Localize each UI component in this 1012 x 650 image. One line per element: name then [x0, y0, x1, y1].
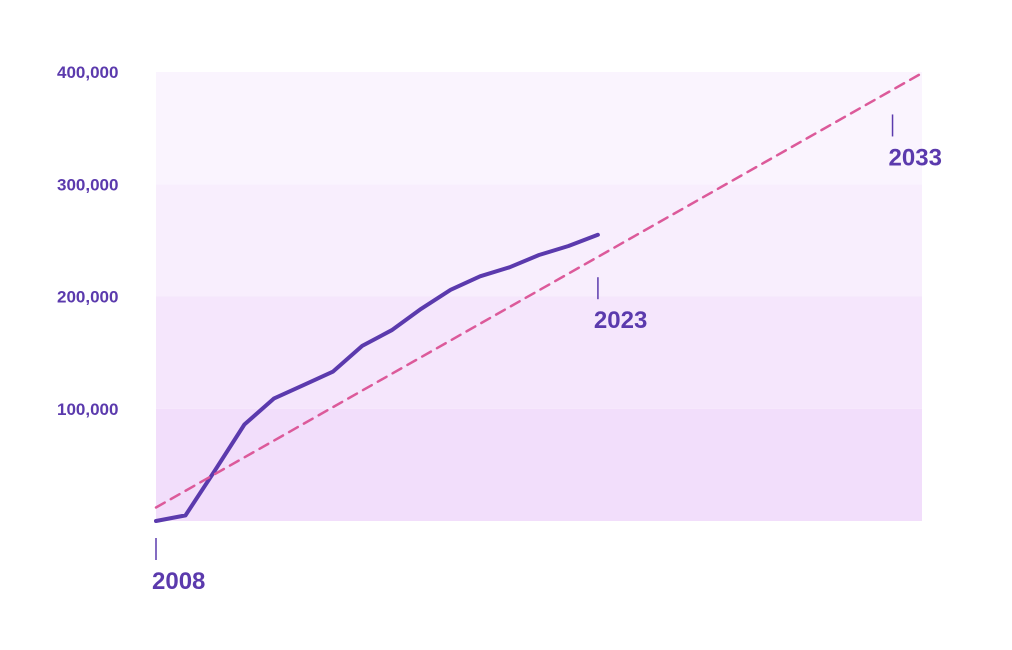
background-band — [156, 408, 922, 521]
series-lines — [154, 71, 924, 523]
data-line-solid — [154, 232, 600, 523]
background-bands — [156, 72, 922, 521]
y-tick-label: 300,000 — [57, 175, 118, 194]
background-band — [156, 296, 922, 409]
y-tick-label: 100,000 — [57, 400, 118, 419]
trend-line-dashed — [154, 71, 924, 509]
x-annotation-label: 2023 — [594, 307, 647, 334]
x-annotation-label: 2033 — [889, 144, 942, 171]
y-tick-label: 400,000 — [57, 63, 118, 82]
x-annotations: 2008 2023 2033 — [152, 114, 942, 595]
background-band — [156, 184, 922, 297]
y-axis-tick-labels: 100,000 200,000 300,000 400,000 — [57, 63, 118, 419]
y-tick-label: 200,000 — [57, 288, 118, 307]
x-annotation-label: 2008 — [152, 568, 205, 595]
background-band — [156, 72, 922, 185]
